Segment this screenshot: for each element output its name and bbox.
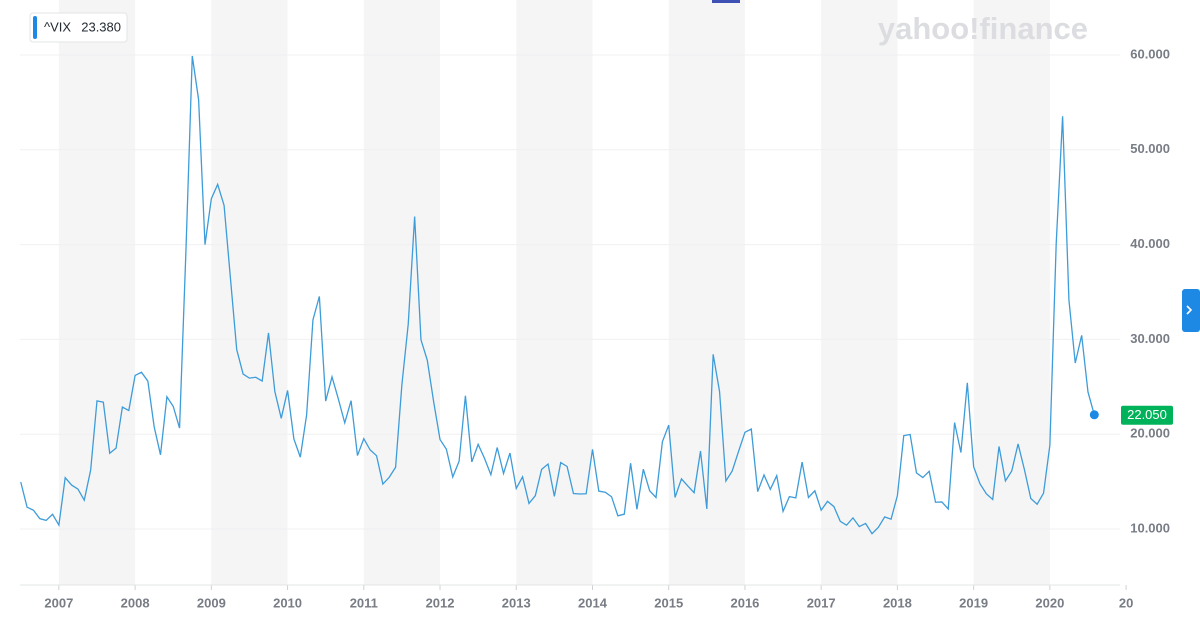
legend-swatch <box>33 16 37 39</box>
year-band <box>668 0 745 585</box>
y-tick-label: 60.000 <box>1130 46 1170 61</box>
plot: 22.050 <box>20 55 1173 535</box>
y-tick-label: 30.000 <box>1130 331 1170 346</box>
top-indicator <box>712 0 740 3</box>
x-tick-label: 2007 <box>44 595 73 610</box>
y-tick-label: 20.000 <box>1130 426 1170 441</box>
x-tick-label: 2015 <box>654 595 683 610</box>
x-tick-label: 20 <box>1119 595 1133 610</box>
x-tick-label: 2019 <box>959 595 988 610</box>
x-tick-label: 2012 <box>426 595 455 610</box>
side-toggle[interactable] <box>1182 289 1200 332</box>
x-tick-label: 2008 <box>121 595 150 610</box>
legend-value: 23.380 <box>81 19 121 34</box>
year-band <box>363 0 441 585</box>
x-tick-label: 2011 <box>350 595 378 610</box>
x-tick-label: 2020 <box>1035 595 1064 610</box>
year-bands <box>58 0 1050 585</box>
x-tick-label: 2016 <box>730 595 759 610</box>
x-tick-label: 2017 <box>807 595 836 610</box>
current-label: 22.050 <box>1127 407 1167 422</box>
x-tick-label: 2013 <box>502 595 531 610</box>
year-band <box>973 0 1050 585</box>
chevron-icon <box>1186 305 1193 315</box>
y-tick-label: 40.000 <box>1130 236 1170 251</box>
x-tick-label: 2018 <box>883 595 912 610</box>
grid <box>20 54 1127 590</box>
legend-box <box>29 12 128 43</box>
current-label-box <box>1121 405 1173 425</box>
x-tick-label: 2009 <box>197 595 226 610</box>
last-point <box>1089 410 1099 420</box>
year-band <box>821 0 898 585</box>
year-band <box>516 0 593 585</box>
price-line <box>20 55 1095 535</box>
y-tick-label: 10.000 <box>1130 520 1170 535</box>
year-band <box>211 0 288 585</box>
x-tick-label: 2010 <box>273 595 302 610</box>
legend-name: ^VIX <box>44 19 71 34</box>
x-tick-label: 2014 <box>578 595 608 610</box>
brand-logo: yahoo!finance <box>878 11 1088 46</box>
legend: ^VIX 23.380 <box>29 12 128 43</box>
y-tick-label: 50.000 <box>1130 141 1170 156</box>
year-band <box>58 0 136 585</box>
